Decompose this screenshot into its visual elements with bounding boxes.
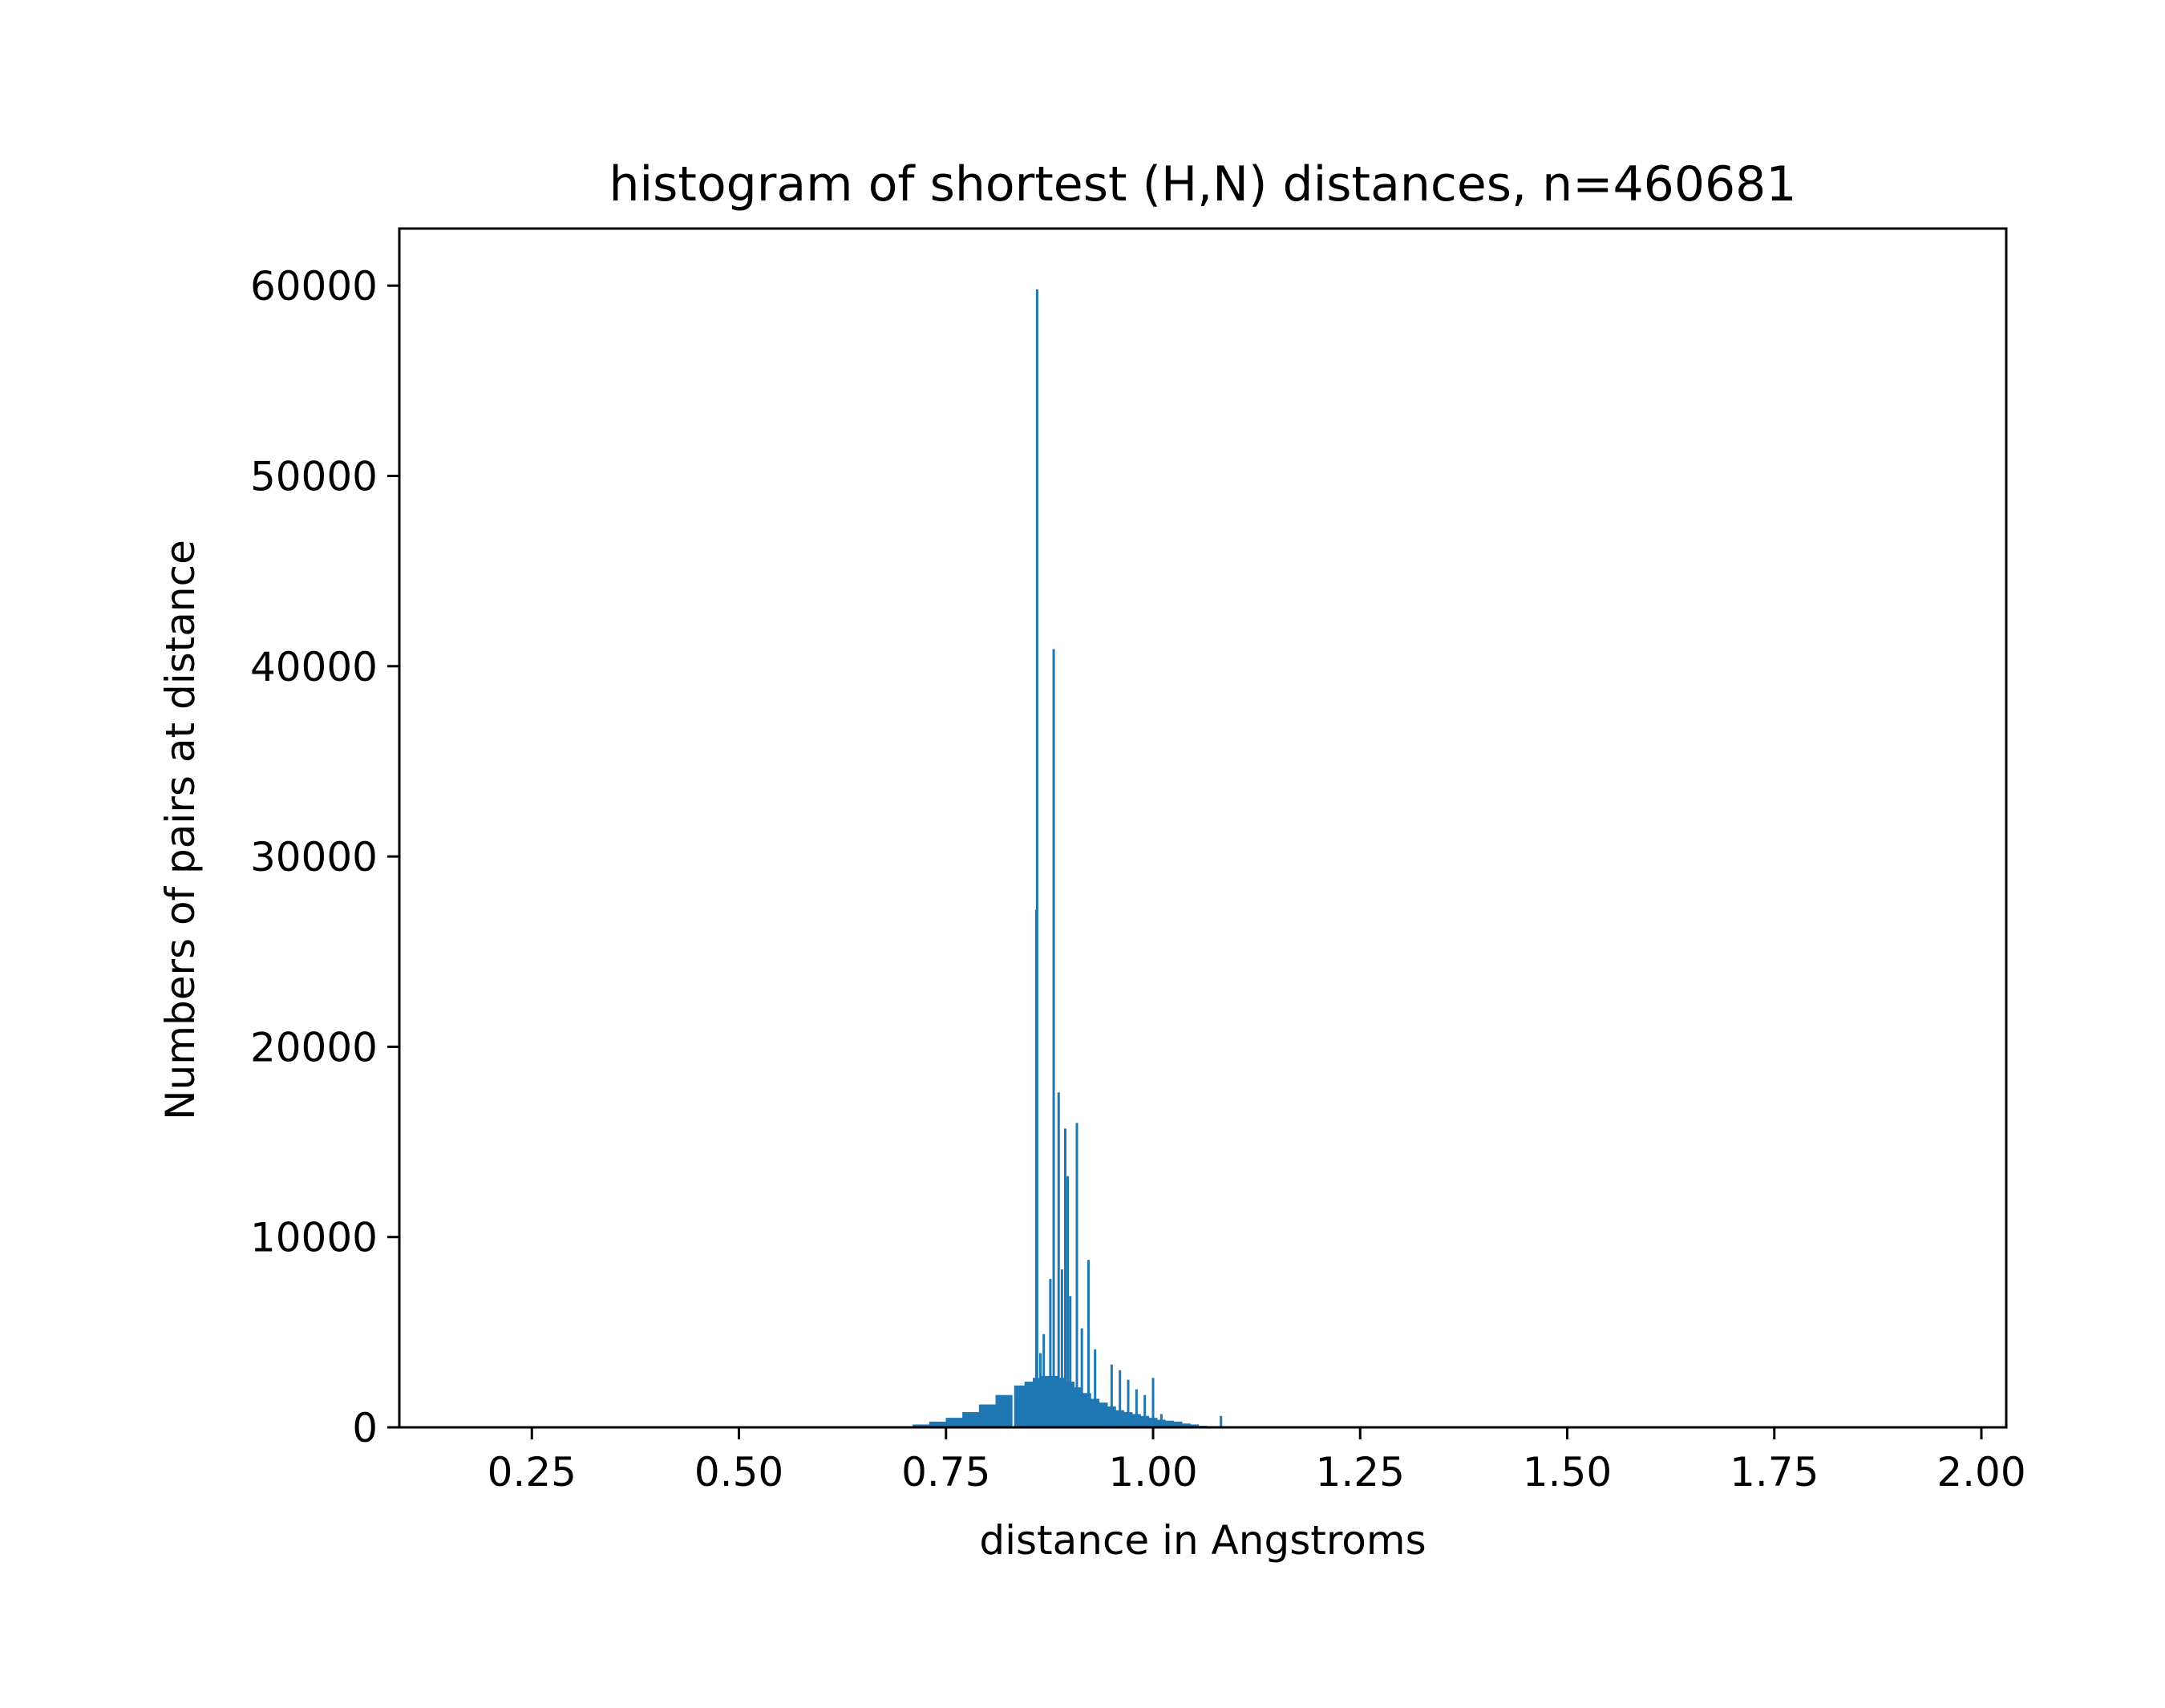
histogram-spike-0 xyxy=(1035,289,1038,1428)
x-tick-label-1: 0.50 xyxy=(694,1449,783,1496)
x-tick-label-4: 1.25 xyxy=(1316,1449,1405,1496)
histogram-spike-22 xyxy=(1220,1415,1223,1427)
histogram-bin-8 xyxy=(1024,1382,1034,1427)
histogram-bin-28 xyxy=(1190,1424,1200,1427)
histogram-spike-9 xyxy=(1066,1176,1070,1427)
histogram-bars xyxy=(896,289,1223,1428)
histogram-bin-3 xyxy=(945,1418,963,1427)
x-axis-label: distance in Angstroms xyxy=(979,1517,1426,1564)
y-tick-label-6: 60000 xyxy=(250,263,378,310)
histogram-spike-7 xyxy=(1060,1269,1063,1427)
x-tick-label-2: 0.75 xyxy=(901,1449,990,1496)
y-tick-label-0: 0 xyxy=(352,1405,378,1451)
x-tick-label-7: 2.00 xyxy=(1936,1449,2025,1496)
y-tick-label-5: 50000 xyxy=(250,453,378,500)
histogram-bin-26 xyxy=(1173,1421,1183,1427)
histogram-bin-10 xyxy=(1041,1375,1050,1427)
histogram-bin-6 xyxy=(995,1394,1013,1427)
y-tick-label-2: 20000 xyxy=(250,1024,378,1071)
y-tick-label-1: 10000 xyxy=(250,1215,378,1261)
chart-title: histogram of shortest (H,N) distances, n… xyxy=(609,156,1796,212)
plot-frame xyxy=(398,227,2008,1429)
histogram-spike-15 xyxy=(1110,1364,1113,1427)
histogram-bin-5 xyxy=(978,1404,996,1427)
y-tick-label-4: 40000 xyxy=(250,644,378,690)
histogram-spike-4 xyxy=(1049,1278,1052,1427)
histogram-spike-11 xyxy=(1075,1123,1078,1427)
histogram-bin-17 xyxy=(1099,1402,1108,1427)
histogram-bin-14 xyxy=(1074,1387,1083,1427)
y-axis-label: Numbers of pairs at distance xyxy=(157,540,204,1120)
histogram-spike-12 xyxy=(1080,1328,1083,1427)
histogram-spike-10 xyxy=(1069,1296,1072,1427)
x-tick-label-3: 1.00 xyxy=(1108,1449,1197,1496)
histogram-bin-1 xyxy=(913,1424,930,1427)
x-tick-label-0: 0.25 xyxy=(488,1449,577,1496)
histogram-spike-17 xyxy=(1127,1379,1130,1427)
histogram-bin-7 xyxy=(1014,1385,1027,1427)
histogram-spike-3 xyxy=(1042,1334,1046,1427)
histogram-spike-13 xyxy=(1087,1260,1090,1427)
histogram-spike-21 xyxy=(1159,1414,1163,1427)
histogram-spike-5 xyxy=(1052,649,1055,1427)
histogram-spike-2 xyxy=(1039,1353,1042,1427)
histogram-bin-27 xyxy=(1181,1423,1191,1427)
histogram-spike-20 xyxy=(1151,1378,1155,1427)
histogram-bin-15 xyxy=(1082,1393,1091,1427)
histogram-spike-16 xyxy=(1119,1370,1122,1427)
histogram-spike-18 xyxy=(1135,1389,1138,1427)
histogram-bin-2 xyxy=(929,1421,947,1427)
histogram-bin-25 xyxy=(1165,1420,1175,1427)
y-axis-ticks: 0 10000 20000 30000 40000 50000 60000 xyxy=(250,263,399,1451)
histogram-spike-1 xyxy=(1034,909,1038,1427)
histogram-spike-19 xyxy=(1143,1394,1147,1427)
y-tick-label-3: 30000 xyxy=(250,834,378,880)
histogram-spike-6 xyxy=(1057,1092,1060,1427)
x-axis-ticks: 0.25 0.50 0.75 1.00 1.25 1.50 1.75 2.00 xyxy=(488,1427,2026,1496)
x-tick-label-5: 1.50 xyxy=(1523,1449,1612,1496)
histogram-spike-8 xyxy=(1064,1128,1067,1427)
histogram-bin-4 xyxy=(962,1412,980,1427)
histogram-spike-14 xyxy=(1094,1349,1097,1427)
x-tick-label-6: 1.75 xyxy=(1730,1449,1819,1496)
